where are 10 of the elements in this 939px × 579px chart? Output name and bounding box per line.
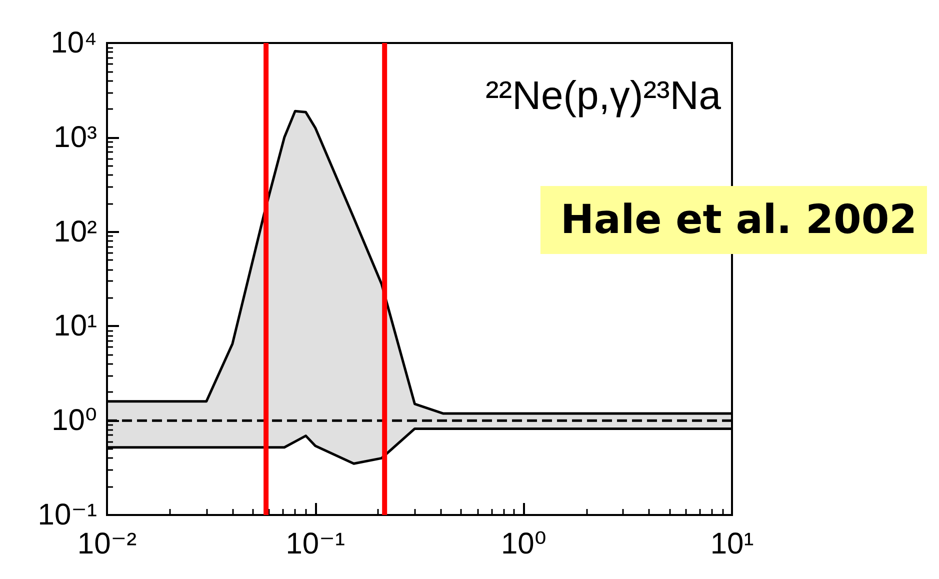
x-tick-label: 10⁻¹ xyxy=(286,528,345,560)
annotation: Hale et al. 2002 xyxy=(560,197,917,243)
y-tick-label: 10² xyxy=(54,215,98,248)
y-tick-label: 10⁰ xyxy=(52,404,97,438)
y-tick-label: 10¹ xyxy=(54,310,98,343)
y-tick-label: 10³ xyxy=(54,120,98,154)
y-tick-label: 10⁴ xyxy=(50,26,97,60)
x-tick-label: 10¹ xyxy=(710,528,754,560)
annotation: ²²Ne(p,γ)²³Na xyxy=(485,74,722,118)
x-tick-label: 10⁰ xyxy=(500,528,546,560)
